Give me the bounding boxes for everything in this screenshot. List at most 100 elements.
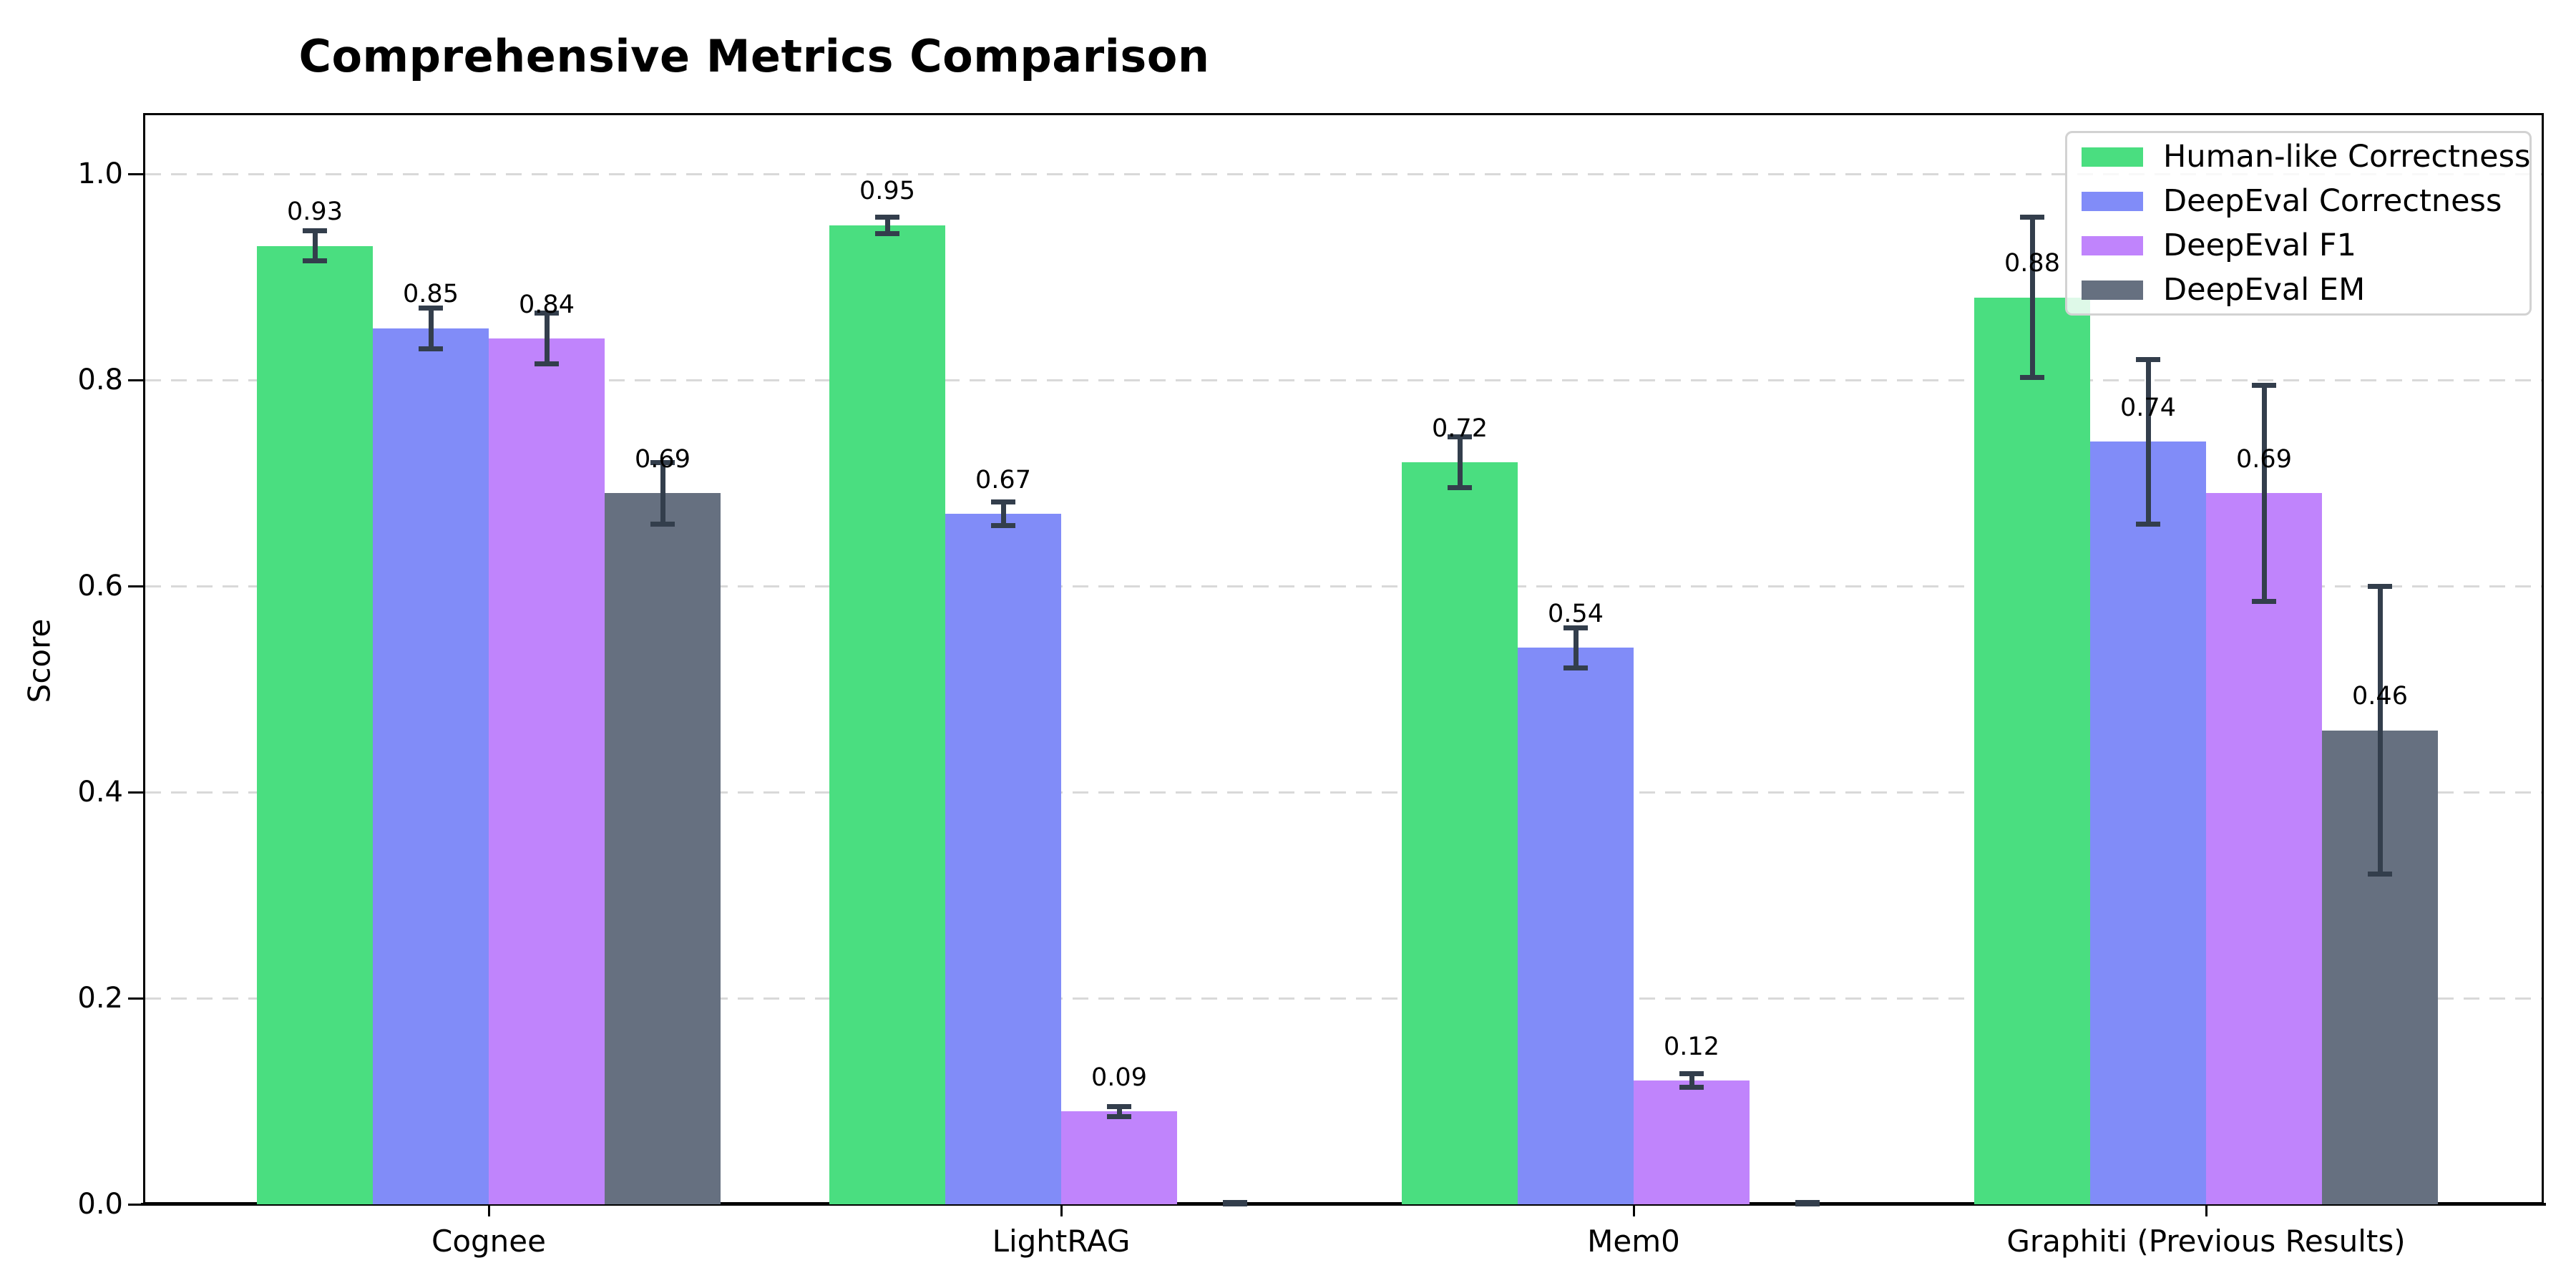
error-bar-cap-top — [991, 499, 1015, 504]
gridline — [145, 585, 2542, 587]
legend-label: DeepEval F1 — [2163, 228, 2356, 263]
bar — [1402, 462, 1518, 1204]
y-tick-label: 0.4 — [77, 776, 123, 809]
gridline — [145, 997, 2542, 1000]
bar — [829, 225, 945, 1204]
error-bar-line — [2261, 385, 2267, 602]
error-bar-cap-bottom — [1795, 1201, 1820, 1206]
gridline — [145, 791, 2542, 794]
legend-swatch — [2082, 280, 2143, 300]
bar-value-label: 0.72 — [1432, 414, 1488, 443]
bar-value-label: 0.12 — [1664, 1032, 1719, 1061]
y-tick — [128, 997, 143, 1000]
bar — [489, 338, 605, 1204]
bar-value-label: 0.69 — [635, 444, 691, 474]
legend-item: DeepEval Correctness — [2067, 179, 2529, 223]
x-tick-label: Mem0 — [1587, 1224, 1680, 1259]
y-tick-label: 0.6 — [77, 570, 123, 602]
bar — [1974, 297, 2090, 1204]
bar-value-label: 0.69 — [2236, 444, 2292, 474]
legend-item: DeepEval EM — [2067, 268, 2529, 312]
x-tick — [1060, 1205, 1063, 1216]
legend-label: DeepEval EM — [2163, 272, 2366, 308]
y-axis-label: Score — [21, 618, 57, 703]
error-bar-cap-top — [875, 215, 899, 220]
x-tick-label: LightRAG — [992, 1224, 1131, 1259]
error-bar-line — [428, 308, 434, 349]
error-bar-cap-top — [650, 460, 675, 466]
legend-swatch — [2082, 191, 2143, 211]
error-bar-line — [2377, 586, 2383, 875]
y-tick — [128, 173, 143, 175]
y-tick-label: 0.2 — [77, 982, 123, 1015]
bar-value-label: 0.85 — [403, 280, 459, 309]
bar — [1518, 648, 1634, 1204]
bar — [1634, 1080, 1750, 1204]
error-bar-cap-top — [1563, 625, 1588, 630]
error-bar-cap-top — [303, 228, 327, 234]
error-bar-cap-bottom — [1448, 485, 1472, 491]
gridline — [145, 173, 2542, 175]
error-bar-cap-bottom — [875, 230, 899, 236]
error-bar-cap-bottom — [991, 523, 1015, 529]
bar-value-label: 0.09 — [1091, 1063, 1147, 1092]
y-tick-label: 0.0 — [77, 1188, 123, 1221]
error-bar-cap-top — [1107, 1104, 1131, 1110]
error-bar-cap-top — [2020, 215, 2044, 220]
x-tick — [2205, 1205, 2207, 1216]
x-tick-label: Cognee — [431, 1224, 546, 1259]
y-tick — [128, 585, 143, 587]
bar — [257, 245, 373, 1204]
error-bar-cap-bottom — [2368, 872, 2392, 877]
error-bar-line — [1573, 627, 1579, 669]
legend-swatch — [2082, 235, 2143, 255]
error-bar-cap-top — [1448, 434, 1472, 440]
error-bar-cap-top — [2252, 383, 2276, 389]
y-tick — [128, 1204, 143, 1206]
gridline — [145, 379, 2542, 381]
error-bar-cap-bottom — [1107, 1113, 1131, 1119]
error-bar-line — [312, 230, 318, 262]
legend-label: DeepEval Correctness — [2163, 183, 2502, 219]
legend-swatch — [2082, 147, 2143, 167]
bar-value-label: 0.67 — [975, 465, 1031, 494]
error-bar-cap-bottom — [303, 258, 327, 264]
bar — [2206, 493, 2322, 1204]
error-bar-line — [1000, 501, 1006, 527]
error-bar-cap-bottom — [650, 521, 675, 527]
error-bar-cap-bottom — [1223, 1201, 1247, 1206]
bar-value-label: 0.54 — [1548, 599, 1604, 628]
bar-value-label: 0.74 — [2120, 393, 2176, 422]
error-bar-cap-top — [535, 311, 559, 316]
bar-value-label: 0.93 — [287, 197, 343, 227]
error-bar-line — [884, 217, 890, 234]
bar — [1061, 1111, 1177, 1204]
error-bar-line — [2145, 359, 2151, 525]
error-bar-cap-bottom — [535, 361, 559, 367]
error-bar-line — [2029, 217, 2035, 379]
bar — [605, 493, 721, 1204]
x-tick-label: Graphiti (Previous Results) — [2006, 1224, 2406, 1259]
error-bar-cap-top — [2136, 357, 2160, 363]
x-tick — [488, 1205, 490, 1216]
bar-value-label: 0.95 — [859, 177, 915, 206]
error-bar-line — [660, 462, 665, 525]
x-tick — [1633, 1205, 1635, 1216]
error-bar-line — [1457, 436, 1463, 489]
bar-value-label: 0.84 — [519, 290, 575, 319]
bar-value-label: 0.46 — [2352, 682, 2408, 711]
legend-item: DeepEval F1 — [2067, 223, 2529, 268]
error-bar-cap-bottom — [2136, 521, 2160, 527]
error-bar-cap-bottom — [419, 346, 443, 351]
chart-title: Comprehensive Metrics Comparison — [298, 30, 1210, 82]
bar — [2090, 441, 2206, 1204]
bar-value-label: 0.88 — [2004, 249, 2060, 278]
error-bar-cap-top — [419, 306, 443, 311]
error-bar-cap-bottom — [1563, 665, 1588, 671]
bar — [945, 514, 1061, 1204]
error-bar-cap-top — [1679, 1071, 1704, 1077]
legend-item: Human-like Correctness — [2067, 135, 2531, 179]
y-tick — [128, 791, 143, 794]
legend-label: Human-like Correctness — [2163, 139, 2531, 175]
